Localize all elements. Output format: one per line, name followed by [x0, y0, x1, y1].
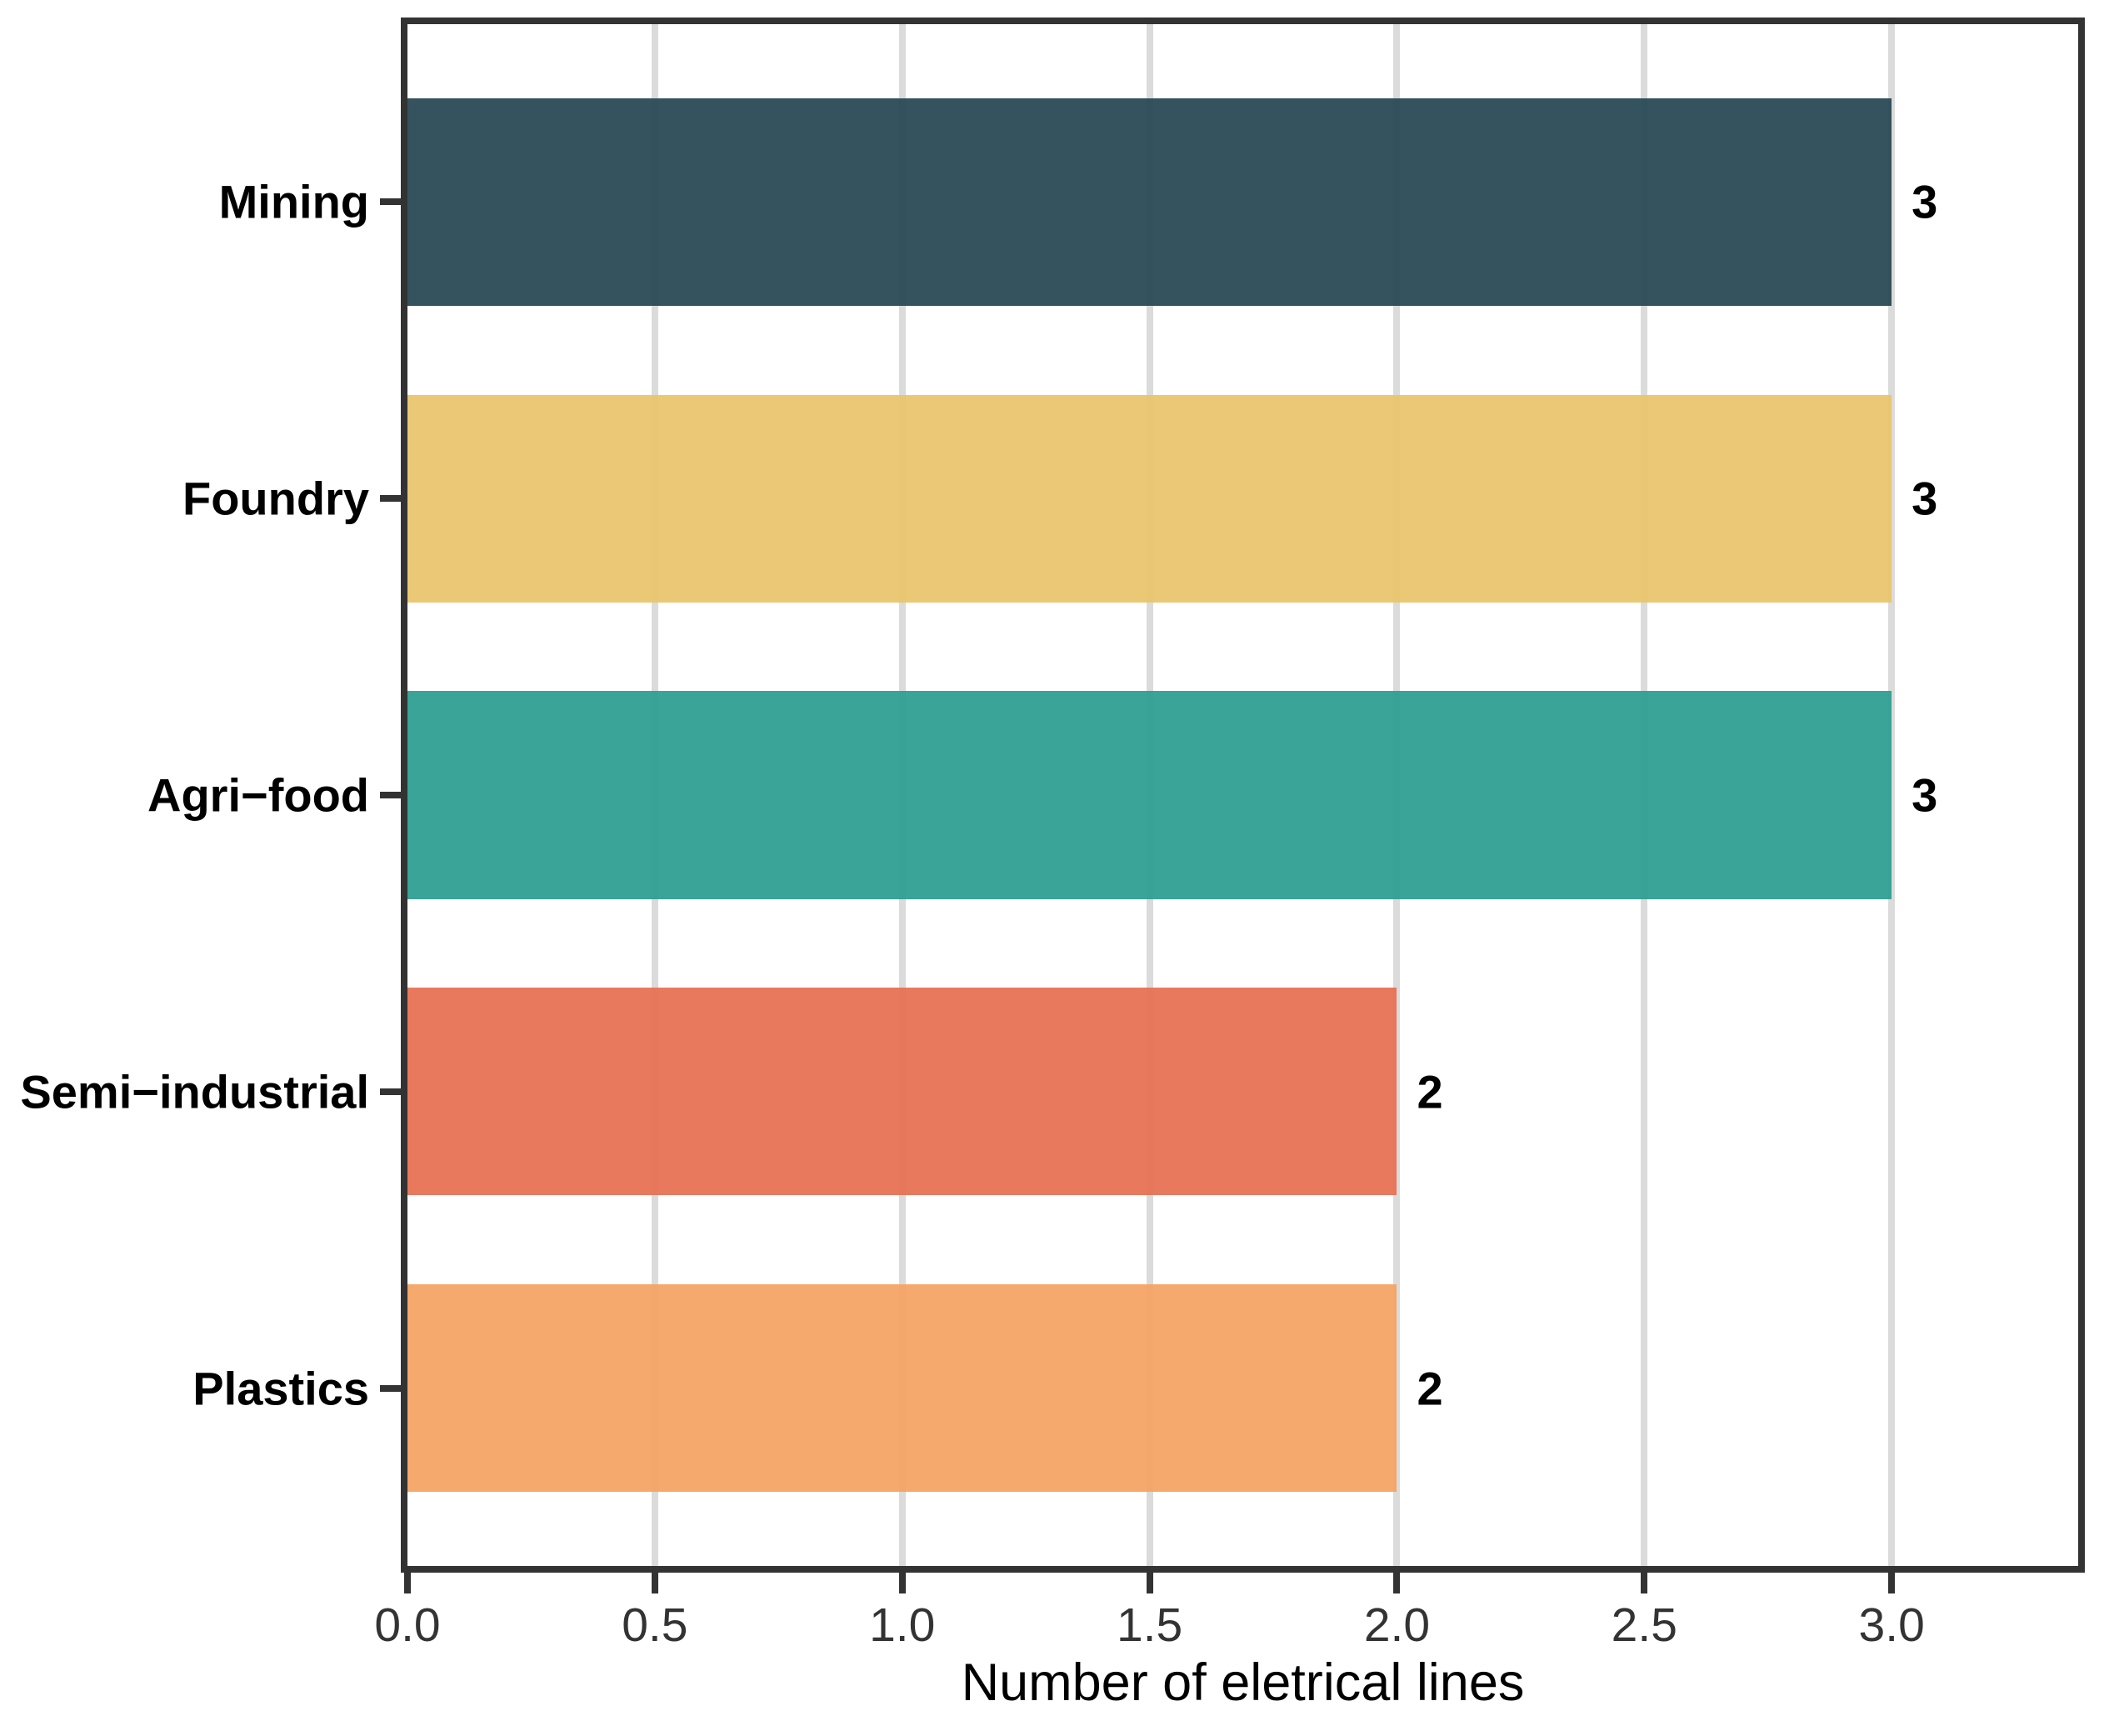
- y-axis-label-semi-industrial: Semi−industrial: [20, 1065, 369, 1118]
- x-tick-mark: [651, 1573, 658, 1593]
- bar-value-label: 3: [1912, 175, 1938, 228]
- bar-value-label: 2: [1417, 1065, 1443, 1118]
- gridline-x-3: [1888, 24, 1896, 1566]
- y-axis-label-plastics: Plastics: [192, 1362, 369, 1415]
- y-tick-mark: [380, 792, 401, 798]
- bar-foundry: [407, 394, 1892, 603]
- x-tick-label: 2.5: [1611, 1598, 1677, 1652]
- x-tick-label: 0.5: [622, 1598, 688, 1652]
- y-tick-mark: [380, 1088, 401, 1095]
- bar-mining: [407, 98, 1892, 306]
- x-tick-mark: [1393, 1573, 1401, 1593]
- y-tick-mark: [380, 198, 401, 206]
- bar-value-label: 2: [1417, 1362, 1443, 1415]
- x-tick-mark: [1641, 1573, 1648, 1593]
- y-axis-label-mining: Mining: [218, 175, 369, 228]
- x-tick-mark: [1146, 1573, 1153, 1593]
- bar-value-label: 3: [1912, 472, 1938, 525]
- y-axis-label-agri-food: Agri−food: [147, 768, 369, 822]
- x-tick-label: 3.0: [1858, 1598, 1925, 1652]
- x-tick-mark: [898, 1573, 906, 1593]
- x-tick-label: 1.5: [1116, 1598, 1183, 1652]
- x-tick-mark: [1888, 1573, 1896, 1593]
- bar-agri-food: [407, 691, 1892, 899]
- x-tick-label: 2.0: [1363, 1598, 1431, 1652]
- y-tick-mark: [380, 495, 401, 503]
- x-tick-label: 0.0: [374, 1598, 441, 1652]
- y-tick-mark: [380, 1384, 401, 1392]
- bar-plastics: [407, 1284, 1397, 1493]
- x-tick-label: 1.0: [869, 1598, 936, 1652]
- bar-semi-industrial: [407, 988, 1397, 1196]
- x-tick-mark: [404, 1573, 411, 1593]
- y-axis-label-foundry: Foundry: [182, 472, 369, 525]
- bar-value-label: 3: [1912, 768, 1938, 822]
- x-axis-title: Number of eletrical lines: [961, 1653, 1525, 1712]
- plot-area: 3 3 3 2 2: [407, 24, 2078, 1566]
